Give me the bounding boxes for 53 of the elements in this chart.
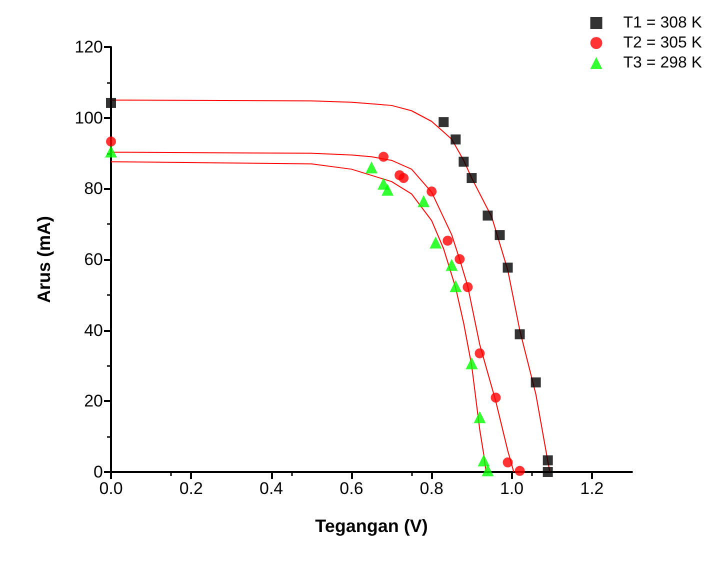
point (366, 161, 378, 174)
point (454, 254, 465, 264)
point (466, 357, 478, 370)
point (494, 230, 505, 240)
legend-label: T2 = 305 K (623, 34, 702, 52)
point (382, 184, 394, 196)
point (450, 280, 462, 292)
point (502, 262, 513, 273)
x-tick-label: 1.2 (580, 479, 604, 498)
point (442, 236, 453, 246)
point (378, 152, 389, 162)
point (462, 282, 473, 292)
point (474, 411, 486, 424)
point (490, 392, 501, 403)
x-tick-label: 1.0 (500, 479, 524, 498)
y-tick-label: 60 (84, 250, 103, 269)
point (430, 236, 442, 248)
y-tick-label: 0 (94, 462, 103, 482)
point (514, 329, 525, 340)
point (478, 454, 490, 466)
point (438, 117, 449, 128)
point (106, 98, 116, 108)
point (426, 186, 437, 196)
x-axis-title: Tegangan (V) (315, 516, 428, 536)
point (458, 156, 469, 167)
point (482, 464, 494, 476)
x-tick-label: 0.0 (99, 479, 123, 498)
point (542, 455, 553, 466)
x-tick-label: 0.6 (340, 479, 364, 498)
point (106, 136, 116, 147)
x-tick-label: 0.4 (259, 479, 284, 498)
y-tick-label: 120 (74, 38, 103, 56)
point (530, 377, 541, 388)
point (450, 134, 461, 144)
point (466, 173, 477, 184)
point (446, 258, 458, 271)
point (398, 173, 409, 184)
point (502, 457, 513, 468)
point (418, 195, 430, 208)
point (482, 210, 493, 221)
point (542, 467, 553, 477)
y-tick-label: 40 (84, 320, 103, 340)
point (474, 348, 485, 358)
y-tick-label: 80 (84, 179, 103, 198)
point (105, 145, 117, 158)
y-tick-label: 100 (74, 108, 103, 128)
x-tick-label: 0.2 (179, 479, 203, 498)
legend-label: T3 = 298 K (623, 54, 702, 72)
legend-label: T1 = 308 K (623, 14, 702, 32)
x-tick-label: 0.8 (420, 479, 444, 498)
point (514, 466, 525, 476)
y-tick-label: 20 (84, 392, 103, 411)
y-axis-title: Arus (mA) (34, 216, 54, 304)
